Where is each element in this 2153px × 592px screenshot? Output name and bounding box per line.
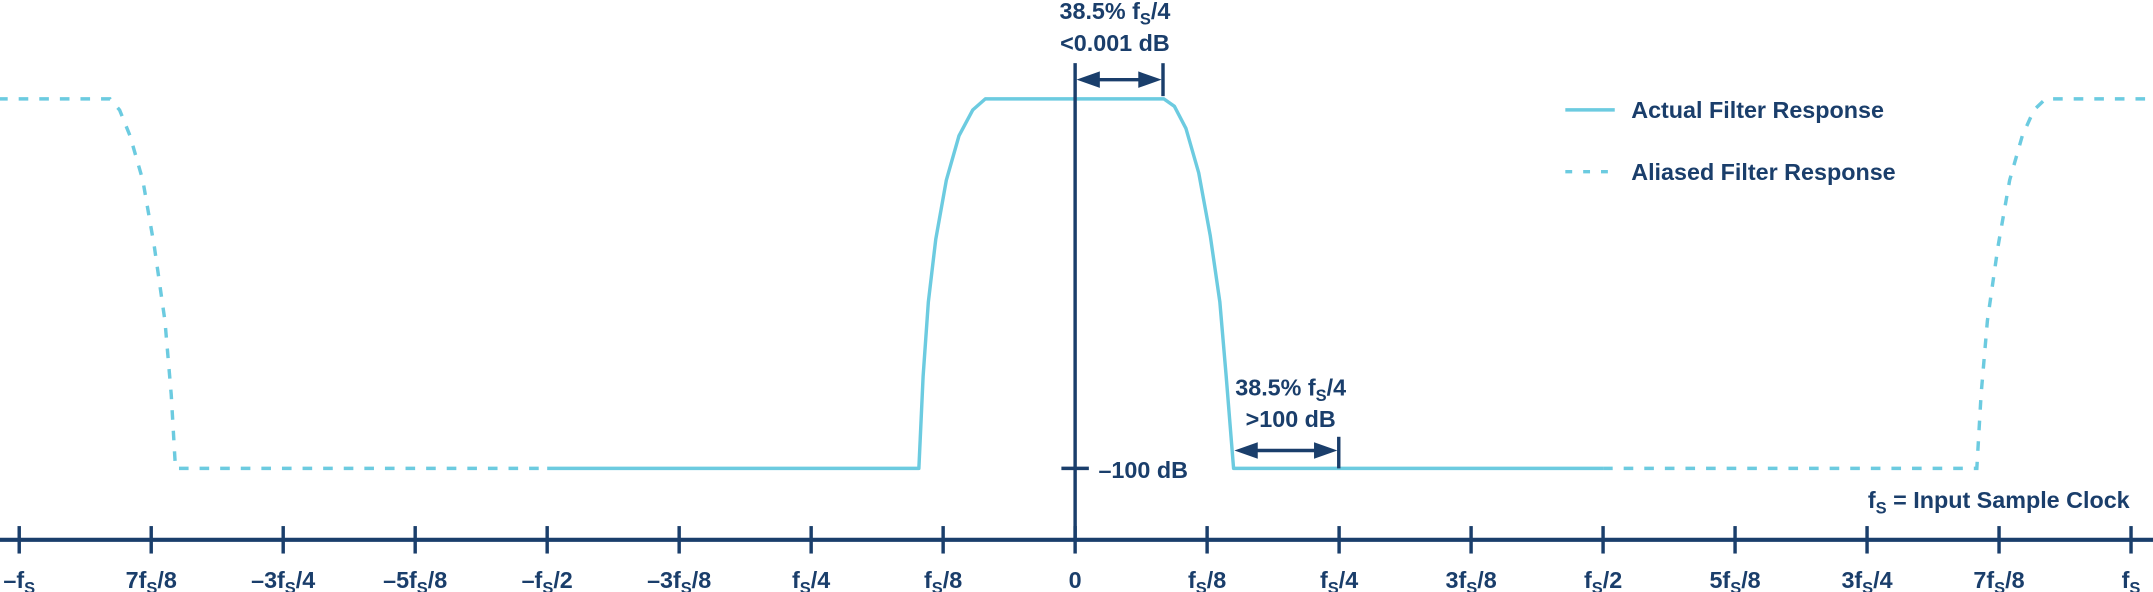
x-tick-label: –3fS/4: [251, 567, 315, 592]
x-tick-label: fS/2: [1584, 567, 1622, 592]
x-tick-label: –fS: [3, 567, 35, 592]
stopband-annotation-line2: >100 dB: [1246, 406, 1336, 432]
stopband-annotation-line1: 38.5% fS/4: [1235, 375, 1346, 405]
aliased-response-right: [1603, 97, 2153, 471]
passband-annotation-line2: <0.001 dB: [1060, 30, 1170, 56]
x-tick-label: fS/4: [1320, 567, 1358, 592]
x-tick-label: –5fS/8: [383, 567, 447, 592]
stopband-double-arrow: [1234, 442, 1338, 459]
x-tick-label: fS/4: [792, 567, 830, 592]
x-tick-label: fS/8: [924, 567, 962, 592]
legend: Actual Filter Response Aliased Filter Re…: [1565, 97, 1896, 185]
x-tick-label: –fS/2: [522, 567, 573, 592]
passband-annotation-line1: 38.5% fS/4: [1060, 0, 1171, 29]
aliased-response-left: [0, 97, 548, 471]
x-tick-label: –3fS/8: [647, 567, 711, 592]
x-tick-label: fS/8: [1188, 567, 1226, 592]
x-tick-label: fS: [2122, 567, 2141, 592]
legend-actual-label: Actual Filter Response: [1631, 97, 1884, 123]
passband-double-arrow: [1076, 71, 1162, 88]
x-tick-label: 5fS/8: [1709, 567, 1760, 592]
x-tick-label: 0: [1069, 567, 1082, 592]
x-tick-label: 3fS/4: [1841, 567, 1892, 592]
x-ticks: –fS 7fS/8 –3fS/4 –5fS/8 –fS/2 –3fS/8 fS/4 fS/8 0…: [3, 526, 2140, 592]
minus-100db-label: –100 dB: [1098, 457, 1187, 483]
x-tick-label: 7fS/8: [1973, 567, 2024, 592]
x-tick-label: 3fS/8: [1445, 567, 1496, 592]
sample-clock-footnote: fS = Input Sample Clock: [1868, 487, 2130, 517]
legend-aliased-label: Aliased Filter Response: [1631, 159, 1895, 185]
x-tick-label: 7fS/8: [126, 567, 177, 592]
